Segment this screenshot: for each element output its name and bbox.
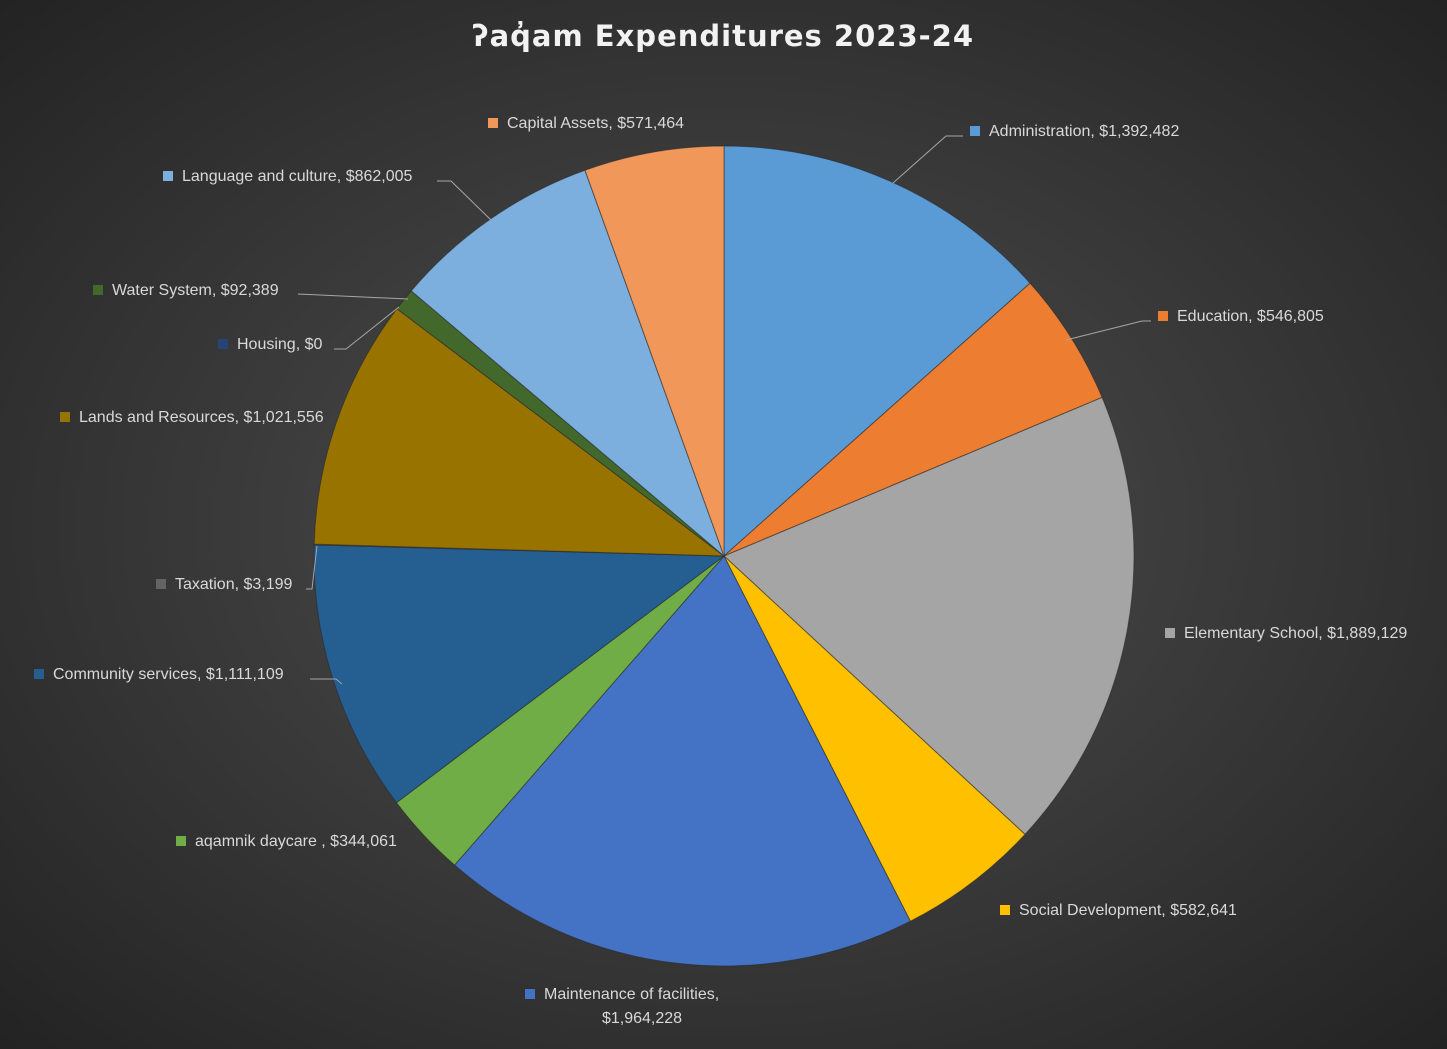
leader-lines-layer: [297, 135, 1151, 685]
label-key-elementary-school: [1165, 628, 1175, 638]
data-label-maintenance-of-facilities: Maintenance of facilities, $1,964,228: [544, 986, 719, 1027]
pie-slice-lands-and-resources: [313, 308, 726, 557]
labels-layer: Administration, $1,392,482 Education, $54…: [34, 115, 1407, 1027]
data-label-water-system: Water System, $92,389: [112, 282, 279, 299]
label-key-capital-assets: [488, 118, 498, 128]
slices-layer: [313, 145, 1135, 967]
label-key-housing: [218, 339, 228, 349]
data-label-capital-assets: Capital Assets, $571,464: [507, 115, 684, 132]
leader-line-taxation: [306, 545, 318, 590]
label-key-social-development: [1000, 905, 1010, 915]
data-label-elementary-school: Elementary School, $1,889,129: [1184, 625, 1407, 642]
data-label-community-services: Community services, $1,111,109: [53, 666, 284, 683]
pie-slice-social-development: [723, 555, 1026, 922]
label-key-maintenance-of-facilities: [525, 989, 535, 999]
label-key-water-system: [93, 285, 103, 295]
data-label-social-development: Social Development, $582,641: [1019, 902, 1237, 919]
label-key-community-services: [34, 669, 44, 679]
pie-slice-maintenance-of-facilities: [453, 555, 912, 967]
label-key-language-and-culture: [163, 171, 173, 181]
data-label-education: Education, $546,805: [1177, 308, 1324, 325]
label-key-aqamnik-daycare: [176, 836, 186, 846]
leader-line-education: [1065, 320, 1151, 341]
label-key-education: [1158, 311, 1168, 321]
data-label-housing: Housing, $0: [237, 336, 322, 353]
leader-line-community-services: [310, 678, 343, 685]
data-label-language-and-culture: Language and culture, $862,005: [182, 168, 413, 185]
leader-line-water-system: [297, 293, 409, 300]
data-label-aqamnik-daycare: aqamnik daycare , $344,061: [195, 833, 397, 850]
leader-line-housing: [334, 306, 400, 350]
chart-title: ʔaq̓am Expenditures 2023-24: [472, 19, 974, 53]
pie-slice-capital-assets: [584, 145, 725, 557]
pie-slice-elementary-school: [723, 396, 1135, 836]
pie-slice-education: [723, 282, 1103, 557]
data-label-administration: Administration, $1,392,482: [989, 123, 1179, 140]
data-label-lands-and-resources: Lands and Resources, $1,021,556: [79, 409, 324, 426]
pie-slice-administration: [723, 145, 1031, 558]
leader-line-administration: [892, 135, 963, 184]
leader-line-language-and-culture: [437, 180, 493, 222]
label-key-lands-and-resources: [60, 412, 70, 422]
data-label-taxation: Taxation, $3,199: [175, 576, 293, 593]
label-key-taxation: [156, 579, 166, 589]
label-key-administration: [970, 126, 980, 136]
